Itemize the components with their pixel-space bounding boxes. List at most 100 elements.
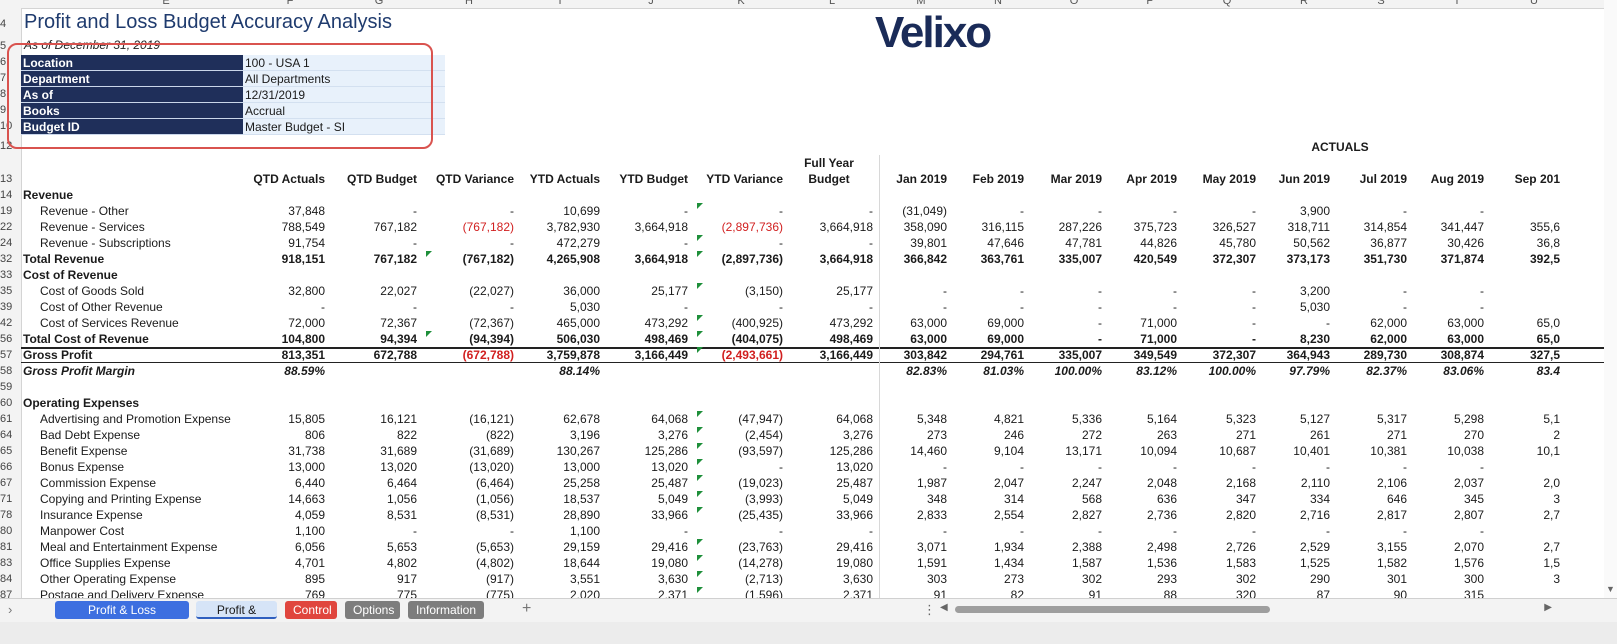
value-cell[interactable]: 88.59% <box>284 364 325 378</box>
value-cell[interactable]: - <box>510 524 514 538</box>
value-cell[interactable]: (404,075) <box>731 332 783 346</box>
value-cell[interactable]: 10,094 <box>1140 444 1177 458</box>
add-sheet-button[interactable]: + <box>522 600 532 617</box>
row-number[interactable]: 71 <box>0 493 13 505</box>
row-number[interactable]: 22 <box>0 221 13 233</box>
row-number[interactable]: 78 <box>0 509 13 521</box>
parameter-value[interactable]: 12/31/2019 <box>243 87 445 103</box>
value-cell[interactable]: 39,801 <box>910 236 947 250</box>
value-cell[interactable]: (2,454) <box>744 428 783 442</box>
value-cell[interactable]: 3,071 <box>916 540 947 554</box>
value-cell[interactable]: - <box>684 524 688 538</box>
value-cell[interactable]: 3,200 <box>1299 284 1330 298</box>
value-cell[interactable]: (4,802) <box>475 556 514 570</box>
row-label[interactable]: Revenue - Subscriptions <box>40 236 171 250</box>
value-cell[interactable]: 13,020 <box>651 460 688 474</box>
value-cell[interactable]: 6,056 <box>294 540 325 554</box>
horizontal-scroll-thumb[interactable] <box>955 606 1270 613</box>
value-cell[interactable]: 69,000 <box>987 316 1024 330</box>
row-label[interactable]: Cost of Services Revenue <box>40 316 179 330</box>
value-cell[interactable]: 472,279 <box>556 236 600 250</box>
value-cell[interactable]: 31,689 <box>380 444 417 458</box>
value-cell[interactable]: 3,276 <box>842 428 873 442</box>
value-cell[interactable]: 2,070 <box>1453 540 1484 554</box>
column-letter[interactable]: U <box>1530 0 1538 7</box>
value-cell[interactable]: - <box>1020 300 1024 314</box>
row-label[interactable]: Cost of Revenue <box>23 268 118 282</box>
value-cell[interactable]: - <box>1326 316 1330 330</box>
value-cell[interactable]: 10,401 <box>1293 444 1330 458</box>
value-cell[interactable]: 1,100 <box>569 524 600 538</box>
value-cell[interactable]: 4,821 <box>993 412 1024 426</box>
value-cell[interactable]: 19,080 <box>651 556 688 570</box>
value-cell[interactable]: 28,890 <box>563 508 600 522</box>
value-cell[interactable]: 345 <box>1463 492 1484 506</box>
value-cell[interactable]: 358,090 <box>903 220 947 234</box>
value-cell[interactable]: - <box>779 460 783 474</box>
value-cell[interactable]: 2,0 <box>1543 476 1560 490</box>
value-cell[interactable]: 100.00% <box>1054 364 1102 378</box>
column-letter[interactable]: E <box>162 0 170 7</box>
column-letter[interactable]: J <box>648 0 654 7</box>
value-cell[interactable]: (25,435) <box>738 508 783 522</box>
value-cell[interactable]: 71,000 <box>1140 332 1177 346</box>
value-cell[interactable]: 10,699 <box>563 204 600 218</box>
value-cell[interactable]: - <box>869 524 873 538</box>
value-cell[interactable]: - <box>869 300 873 314</box>
value-cell[interactable]: 5,030 <box>1299 300 1330 314</box>
value-cell[interactable]: - <box>1480 524 1484 538</box>
row-label[interactable]: Advertising and Promotion Expense <box>40 412 231 426</box>
value-cell[interactable]: 300 <box>1463 572 1484 586</box>
value-cell[interactable]: 2,716 <box>1299 508 1330 522</box>
value-cell[interactable]: - <box>1098 300 1102 314</box>
value-cell[interactable]: 303 <box>926 572 947 586</box>
value-cell[interactable]: 1,987 <box>916 476 947 490</box>
value-cell[interactable]: 822 <box>396 428 417 442</box>
value-cell[interactable]: 465,000 <box>556 316 600 330</box>
value-cell[interactable]: 506,030 <box>556 332 600 346</box>
value-cell[interactable]: 2,168 <box>1225 476 1256 490</box>
value-cell[interactable]: 5,653 <box>386 540 417 554</box>
value-cell[interactable]: - <box>1098 316 1102 330</box>
value-cell[interactable]: 2,833 <box>916 508 947 522</box>
value-cell[interactable]: - <box>413 236 417 250</box>
value-cell[interactable]: - <box>1173 300 1177 314</box>
row-number[interactable]: 39 <box>0 301 13 313</box>
value-cell[interactable]: 498,469 <box>644 332 688 346</box>
value-cell[interactable]: 1,582 <box>1376 556 1407 570</box>
value-cell[interactable]: - <box>1326 460 1330 474</box>
value-cell[interactable]: 2,7 <box>1543 508 1560 522</box>
value-cell[interactable]: 363,761 <box>980 252 1024 266</box>
value-cell[interactable]: - <box>1098 524 1102 538</box>
value-cell[interactable]: - <box>1252 460 1256 474</box>
value-cell[interactable]: (5,653) <box>475 540 514 554</box>
value-cell[interactable]: 473,292 <box>644 316 688 330</box>
sheet-tab[interactable]: Information <box>408 601 484 619</box>
row-number[interactable]: 59 <box>0 381 13 393</box>
value-cell[interactable]: 1,583 <box>1225 556 1256 570</box>
row-number[interactable]: 84 <box>0 573 13 585</box>
value-cell[interactable]: 44,826 <box>1140 236 1177 250</box>
value-cell[interactable]: - <box>1173 284 1177 298</box>
value-cell[interactable]: 10,381 <box>1370 444 1407 458</box>
row-number[interactable]: 57 <box>0 349 13 361</box>
value-cell[interactable]: 25,487 <box>651 476 688 490</box>
value-cell[interactable]: - <box>510 204 514 218</box>
value-cell[interactable]: 47,646 <box>987 236 1024 250</box>
value-cell[interactable]: 2,807 <box>1453 508 1484 522</box>
value-cell[interactable]: 302 <box>1235 572 1256 586</box>
value-cell[interactable]: 371,874 <box>1440 252 1484 266</box>
value-cell[interactable]: 10,1 <box>1536 444 1560 458</box>
column-letter[interactable]: F <box>286 0 294 7</box>
value-cell[interactable]: 10,687 <box>1219 444 1256 458</box>
value-cell[interactable]: 45,780 <box>1219 236 1256 250</box>
sheet-tab[interactable]: Control <box>285 601 337 619</box>
row-number[interactable]: 80 <box>0 525 13 537</box>
value-cell[interactable]: - <box>413 524 417 538</box>
value-cell[interactable]: 5,127 <box>1299 412 1330 426</box>
value-cell[interactable]: 2,247 <box>1071 476 1102 490</box>
value-cell[interactable]: 261 <box>1309 428 1330 442</box>
value-cell[interactable]: - <box>1098 284 1102 298</box>
column-letter[interactable]: T <box>1453 0 1461 7</box>
value-cell[interactable]: 498,469 <box>829 332 873 346</box>
